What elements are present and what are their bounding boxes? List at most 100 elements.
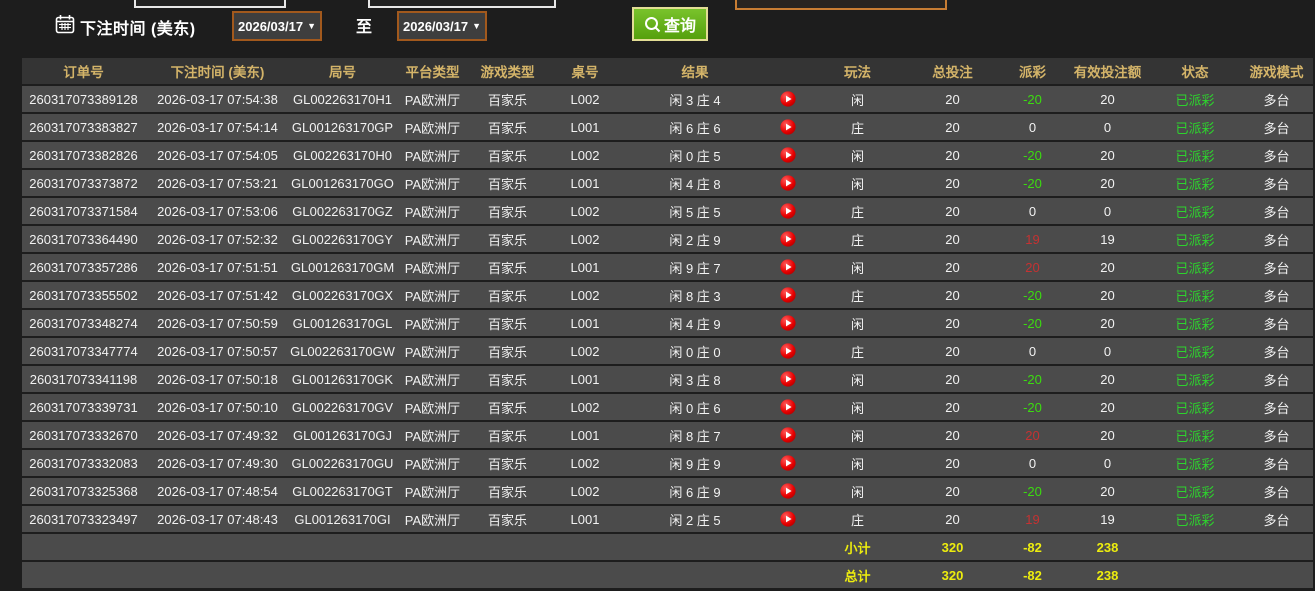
cell-mode: 多台	[1240, 422, 1313, 448]
cell-payout: -20	[1000, 86, 1065, 112]
cell-valid_bet: 20	[1065, 422, 1150, 448]
column-header: 有效投注额	[1065, 58, 1150, 84]
play-video-icon[interactable]	[779, 259, 796, 275]
cell-empty	[765, 534, 810, 560]
bet-time-label: 下注时间 (美东)	[80, 21, 196, 38]
cell-time: 2026-03-17 07:54:14	[145, 114, 290, 140]
play-video-icon[interactable]	[779, 343, 796, 359]
play-video-icon[interactable]	[779, 371, 796, 387]
column-header: 游戏类型	[470, 58, 545, 84]
cell-play: 庄	[810, 198, 905, 224]
cell-time: 2026-03-17 07:50:59	[145, 310, 290, 336]
cell-replay	[765, 282, 810, 308]
cell-order: 260317073323497	[22, 506, 145, 532]
table-row: 260317073371584 2026-03-17 07:53:06 GL0022…	[22, 198, 1313, 224]
cell-mode: 多台	[1240, 394, 1313, 420]
cell-replay	[765, 170, 810, 196]
cell-mode: 多台	[1240, 366, 1313, 392]
cell-result: 闲 4 庄 9	[625, 310, 765, 336]
cell-play: 闲	[810, 450, 905, 476]
column-header: 平台类型	[395, 58, 470, 84]
play-video-icon[interactable]	[779, 203, 796, 219]
cell-table_no: L001	[545, 506, 625, 532]
cell-total_bet: 20	[905, 170, 1000, 196]
date-from-value: 2026/03/17	[238, 18, 304, 34]
play-video-icon[interactable]	[779, 427, 796, 443]
play-video-icon[interactable]	[779, 175, 796, 191]
filter-bar: 下注时间 (美东) 2026/03/17 ▼ 至 2026/03/17 ▼ 查询	[0, 0, 1315, 56]
total-label: 总计	[810, 562, 905, 588]
cell-replay	[765, 338, 810, 364]
cell-status: 已派彩	[1150, 142, 1240, 168]
cell-valid_bet: 20	[1065, 170, 1150, 196]
play-video-icon[interactable]	[779, 455, 796, 471]
cell-round: GL002263170GX	[290, 282, 395, 308]
cell-total_bet: 20	[905, 394, 1000, 420]
cell-total_bet: 20	[905, 282, 1000, 308]
cell-empty	[470, 534, 545, 560]
cell-order: 260317073347774	[22, 338, 145, 364]
cell-play: 庄	[810, 338, 905, 364]
play-video-icon[interactable]	[779, 511, 796, 527]
cell-total_bet: 20	[905, 366, 1000, 392]
cell-status: 已派彩	[1150, 86, 1240, 112]
cell-valid_bet: 19	[1065, 226, 1150, 252]
table-row: 260317073357286 2026-03-17 07:51:51 GL0012…	[22, 254, 1313, 280]
cell-table_no: L001	[545, 170, 625, 196]
cell-status: 已派彩	[1150, 422, 1240, 448]
cell-mode: 多台	[1240, 226, 1313, 252]
cell-valid_bet: 20	[1065, 366, 1150, 392]
cell-result: 闲 2 庄 9	[625, 226, 765, 252]
cell-replay	[765, 422, 810, 448]
play-video-icon[interactable]	[779, 315, 796, 331]
play-video-icon[interactable]	[779, 119, 796, 135]
cell-payout: -20	[1000, 478, 1065, 504]
cell-round: GL002263170GU	[290, 450, 395, 476]
cell-play: 庄	[810, 506, 905, 532]
to-label: 至	[356, 19, 373, 36]
cell-platform: PA欧洲厅	[395, 450, 470, 476]
cell-valid_bet: 20	[1065, 86, 1150, 112]
cell-play: 闲	[810, 310, 905, 336]
search-button[interactable]: 查询	[632, 7, 708, 41]
cell-mode: 多台	[1240, 450, 1313, 476]
cell-order: 260317073371584	[22, 198, 145, 224]
cell-time: 2026-03-17 07:48:54	[145, 478, 290, 504]
table-row: 260317073332670 2026-03-17 07:49:32 GL0012…	[22, 422, 1313, 448]
input-box-partial-right[interactable]	[735, 0, 947, 10]
cell-total_bet: 20	[905, 422, 1000, 448]
cell-status: 已派彩	[1150, 170, 1240, 196]
cell-empty	[290, 534, 395, 560]
cell-round: GL002263170GT	[290, 478, 395, 504]
play-video-icon[interactable]	[779, 147, 796, 163]
cell-order: 260317073373872	[22, 170, 145, 196]
input-box-partial-left[interactable]	[134, 0, 286, 8]
play-video-icon[interactable]	[779, 231, 796, 247]
cell-empty	[22, 534, 145, 560]
cell-mode: 多台	[1240, 198, 1313, 224]
cell-table_no: L001	[545, 254, 625, 280]
cell-result: 闲 6 庄 6	[625, 114, 765, 140]
play-video-icon[interactable]	[779, 399, 796, 415]
cell-platform: PA欧洲厅	[395, 394, 470, 420]
column-header: 玩法	[810, 58, 905, 84]
date-to-select[interactable]: 2026/03/17 ▼	[397, 11, 487, 41]
input-box-partial-middle[interactable]	[368, 0, 556, 8]
cell-empty	[625, 562, 765, 588]
cell-game_type: 百家乐	[470, 114, 545, 140]
cell-replay	[765, 226, 810, 252]
cell-time: 2026-03-17 07:52:32	[145, 226, 290, 252]
cell-game_type: 百家乐	[470, 338, 545, 364]
cell-game_type: 百家乐	[470, 226, 545, 252]
subtotal-payout: -82	[1000, 534, 1065, 560]
date-from-select[interactable]: 2026/03/17 ▼	[232, 11, 322, 41]
cell-replay	[765, 86, 810, 112]
cell-total_bet: 20	[905, 198, 1000, 224]
cell-total_bet: 20	[905, 506, 1000, 532]
play-video-icon[interactable]	[779, 483, 796, 499]
column-header: 结果	[625, 58, 765, 84]
cell-payout: 0	[1000, 114, 1065, 140]
play-video-icon[interactable]	[779, 287, 796, 303]
cell-table_no: L002	[545, 338, 625, 364]
play-video-icon[interactable]	[779, 91, 796, 107]
